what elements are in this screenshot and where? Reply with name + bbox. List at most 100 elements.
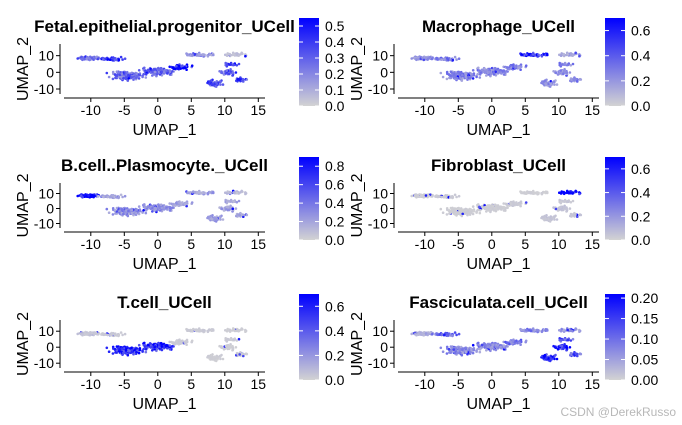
data-point: [117, 196, 121, 199]
data-point: [559, 69, 562, 72]
data-point: [235, 53, 239, 57]
y-tick-label: 10: [372, 323, 388, 339]
data-point: [97, 194, 100, 198]
data-point: [502, 344, 506, 347]
data-point: [424, 56, 428, 60]
data-point: [471, 77, 475, 80]
data-point: [127, 209, 130, 213]
data-point: [117, 58, 121, 62]
data-point: [115, 58, 118, 62]
data-point: [556, 209, 560, 212]
data-point: [472, 74, 476, 77]
data-point: [224, 337, 227, 340]
data-point: [130, 350, 134, 354]
data-point: [123, 57, 127, 60]
data-point: [509, 201, 512, 205]
data-point: [152, 343, 155, 347]
data-point: [566, 63, 570, 67]
data-point: [221, 357, 225, 361]
data-point: [453, 55, 457, 59]
data-point: [527, 328, 531, 332]
data-point: [469, 76, 472, 79]
data-point: [451, 58, 455, 62]
data-point: [562, 72, 565, 76]
data-point: [524, 339, 528, 343]
data-point: [520, 53, 523, 56]
data-point: [212, 191, 215, 195]
data-point: [449, 345, 453, 348]
data-point: [210, 82, 214, 86]
data-point: [563, 204, 566, 208]
data-point: [115, 70, 119, 73]
data-point: [193, 53, 197, 56]
data-point: [417, 195, 421, 198]
data-point: [160, 70, 163, 73]
x-tick-label: 5: [521, 376, 529, 392]
data-point: [226, 190, 229, 193]
data-point: [225, 329, 229, 333]
data-point: [519, 68, 522, 71]
data-point: [220, 71, 224, 75]
data-point: [461, 73, 464, 77]
data-point: [119, 55, 123, 59]
x-axis-label: UMAP_1: [466, 256, 530, 273]
data-point: [476, 347, 480, 351]
data-point: [107, 75, 111, 79]
data-point: [565, 346, 569, 349]
data-point: [235, 191, 239, 195]
data-point: [560, 200, 563, 204]
data-point: [122, 77, 125, 80]
data-point: [121, 333, 124, 337]
data-point: [144, 73, 148, 76]
data-point: [485, 345, 488, 349]
data-point: [172, 202, 175, 206]
data-point: [210, 217, 214, 221]
data-point: [519, 343, 522, 347]
data-point: [456, 351, 459, 355]
data-point: [508, 342, 511, 346]
data-point: [527, 53, 531, 56]
data-point: [235, 200, 239, 204]
data-point: [502, 69, 506, 72]
x-axis-label: UMAP_1: [466, 122, 530, 139]
data-point: [163, 346, 166, 349]
data-point: [228, 208, 231, 212]
data-point: [569, 339, 573, 342]
data-point: [562, 52, 565, 56]
data-point: [226, 63, 229, 67]
data-point: [578, 192, 581, 196]
data-point: [119, 331, 123, 334]
data-point: [579, 352, 583, 356]
data-point: [177, 339, 181, 343]
data-point: [105, 207, 109, 211]
x-tick-label: 5: [521, 236, 529, 252]
x-axis-label: UMAP_1: [132, 256, 196, 273]
data-point: [525, 53, 528, 56]
data-point: [163, 71, 166, 74]
data-point: [461, 348, 464, 352]
data-point: [574, 327, 577, 330]
data-point: [439, 71, 443, 75]
data-point: [469, 208, 473, 211]
data-point: [478, 347, 482, 351]
data-point: [472, 348, 476, 352]
data-point: [206, 192, 210, 196]
data-point: [440, 195, 444, 199]
data-point: [431, 57, 434, 60]
data-point: [127, 77, 130, 80]
x-tick-label: 10: [551, 376, 567, 392]
data-point: [569, 64, 573, 67]
data-point: [579, 213, 583, 217]
data-point: [221, 218, 225, 221]
data-point: [135, 76, 138, 79]
data-point: [461, 351, 465, 355]
data-point: [464, 350, 468, 354]
y-tick-label: -10: [34, 216, 54, 232]
data-point: [421, 332, 424, 335]
data-point: [76, 194, 79, 198]
x-tick-label: -5: [452, 376, 465, 392]
data-point: [228, 190, 231, 194]
data-point: [562, 208, 565, 212]
data-point: [177, 201, 181, 205]
